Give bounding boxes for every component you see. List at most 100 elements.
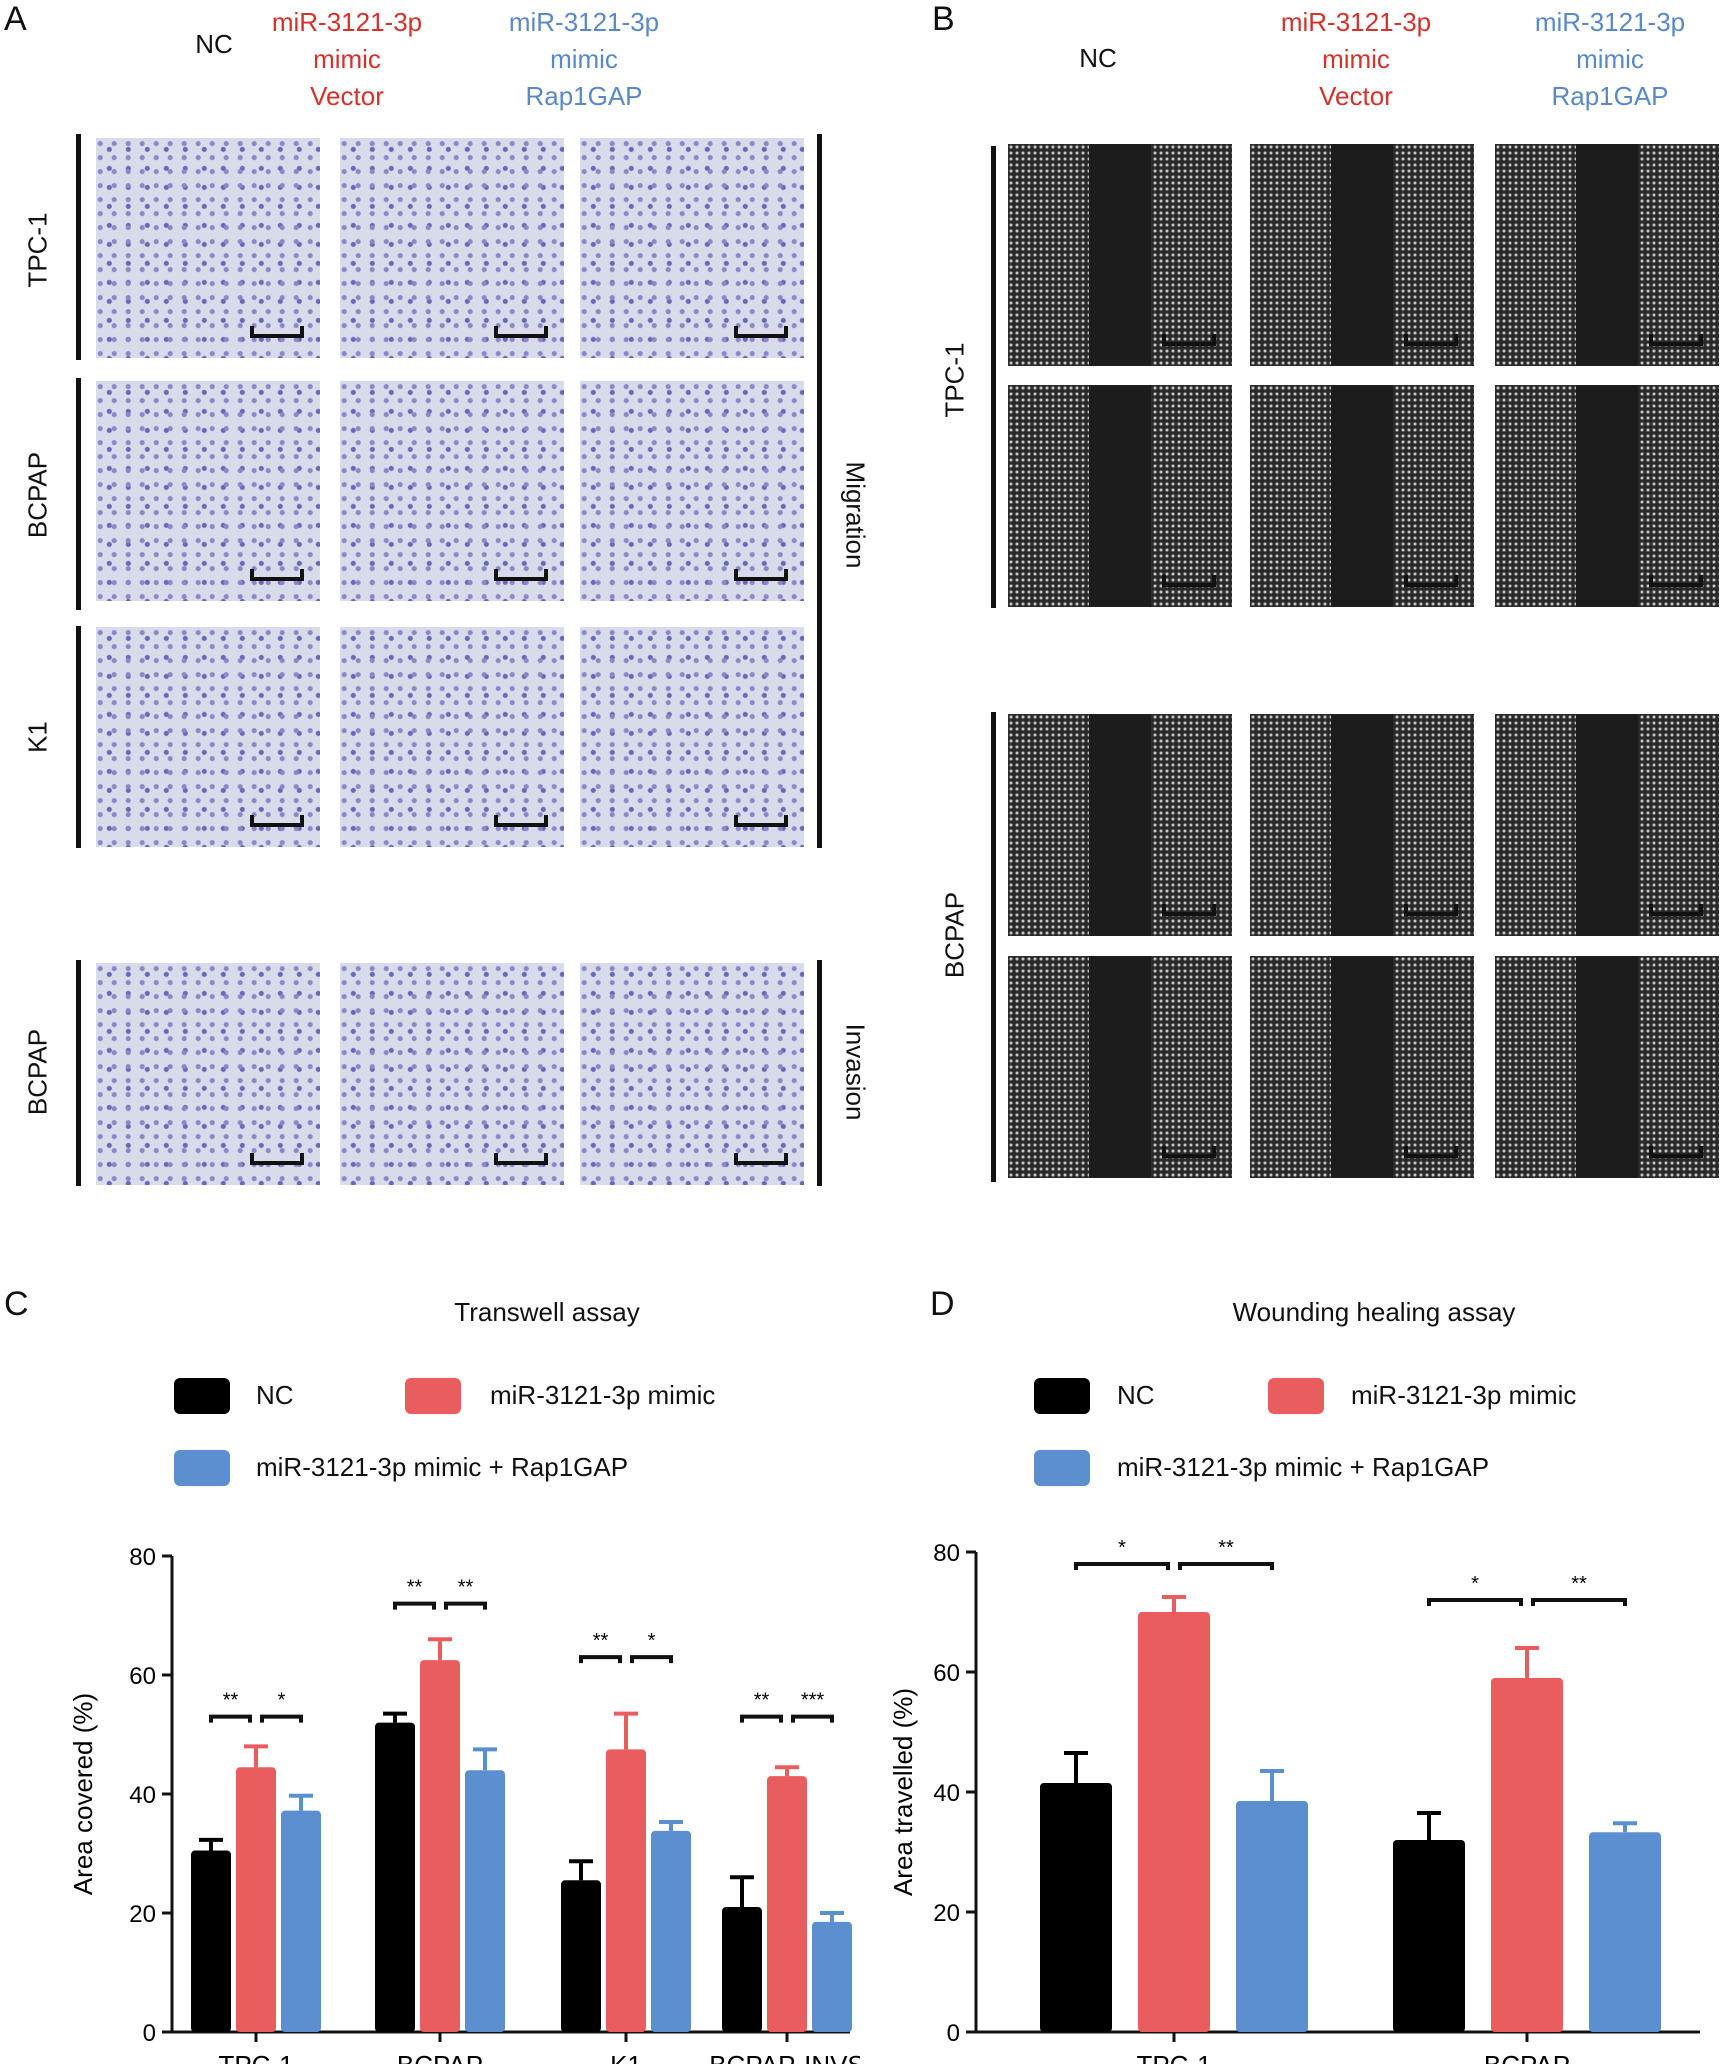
b-header-mimic-rap1gap-l2: mimic xyxy=(1576,44,1644,74)
x-tick-label: TPC-1 xyxy=(1136,2050,1211,2064)
scale-bar xyxy=(734,569,788,581)
significance-bracket xyxy=(444,1601,487,1610)
a-header-mimic-vector: miR-3121-3p mimic Vector xyxy=(217,4,477,115)
d-legend-swatch-mimic xyxy=(1268,1378,1324,1414)
scale-bar xyxy=(734,326,788,338)
bar-0-2 xyxy=(561,1880,601,2032)
c-legend-swatch-rap1gap xyxy=(174,1450,230,1486)
y-tick-label: 60 xyxy=(129,1663,156,1690)
significance-label: * xyxy=(648,1630,656,1652)
panel-c-letter: C xyxy=(4,1285,29,1323)
c-legend-nc: NC xyxy=(256,1380,294,1410)
scale-bar xyxy=(494,1153,548,1165)
y-tick-label: 20 xyxy=(933,1900,960,1927)
bar-1-1 xyxy=(420,1660,460,2032)
y-tick-label: 40 xyxy=(129,1782,156,1809)
significance-label: ** xyxy=(754,1690,770,1712)
a-image-r4-c1 xyxy=(96,963,320,1185)
panel-b-letter: B xyxy=(932,0,955,38)
b-image-r4-c3 xyxy=(1495,956,1719,1178)
bar-0-1 xyxy=(375,1722,415,2032)
scale-bar xyxy=(250,569,304,581)
scale-bar xyxy=(1649,1146,1703,1158)
b-row-label-bcpap: BCPAP xyxy=(939,891,970,979)
significance-label: ** xyxy=(407,1577,423,1599)
b-row-label-tpc1: TPC-1 xyxy=(939,342,970,418)
scale-bar xyxy=(494,569,548,581)
bar-1-0 xyxy=(236,1767,276,2032)
significance-label: *** xyxy=(801,1690,825,1712)
b-header-mimic-vector-l3: Vector xyxy=(1319,81,1393,111)
bar-1-1 xyxy=(1491,1678,1563,2032)
significance-bracket xyxy=(1074,1562,1170,1570)
a-image-r1-c2 xyxy=(340,138,564,358)
c-legend-rap1gap: miR-3121-3p mimic + Rap1GAP xyxy=(256,1452,629,1482)
d-legend-nc: NC xyxy=(1117,1380,1155,1410)
significance-bracket xyxy=(579,1655,622,1664)
a-image-r1-c3 xyxy=(580,138,804,358)
y-axis-label: Area covered (%) xyxy=(68,1693,98,1895)
b-header-nc-text: NC xyxy=(1079,43,1117,73)
a-image-r2-c2 xyxy=(340,381,564,601)
x-tick-label: K1 xyxy=(610,2050,642,2064)
b-header-mimic-rap1gap: miR-3121-3p mimic Rap1GAP xyxy=(1480,4,1720,115)
d-chart-title: Wounding healing assay xyxy=(1232,1297,1516,1327)
b-image-r4-c2 xyxy=(1250,956,1474,1178)
a-row-label-bcpap: BCPAP xyxy=(22,451,53,539)
scale-bar xyxy=(1162,904,1216,916)
a-header-mimic-vector-l1: miR-3121-3p xyxy=(271,7,423,37)
a-header-nc-text: NC xyxy=(195,29,233,59)
significance-bracket xyxy=(393,1601,436,1610)
b-header-mimic-vector: miR-3121-3p mimic Vector xyxy=(1226,4,1486,115)
a-image-r2-c1 xyxy=(96,381,320,601)
significance-bracket xyxy=(791,1714,834,1723)
b-header-mimic-rap1gap-l1: miR-3121-3p xyxy=(1534,7,1686,37)
scale-bar xyxy=(494,815,548,827)
a-row-bar-bcpap xyxy=(76,378,81,610)
b-image-r3-c2 xyxy=(1250,714,1474,936)
a-row-label-tpc1: TPC-1 xyxy=(22,212,53,288)
significance-label: * xyxy=(278,1690,286,1712)
b-image-r1-c3 xyxy=(1495,144,1719,366)
bar-2-3 xyxy=(812,1921,852,2032)
significance-label: * xyxy=(1471,1573,1479,1595)
significance-label: ** xyxy=(458,1577,474,1599)
scale-bar xyxy=(1404,904,1458,916)
x-tick-label: BCPAP-INVS xyxy=(709,2050,860,2064)
significance-label: * xyxy=(1118,1537,1126,1559)
c-legend-mimic: miR-3121-3p mimic xyxy=(490,1380,716,1410)
scale-bar xyxy=(250,326,304,338)
bar-0-0 xyxy=(1040,1783,1112,2032)
significance-bracket xyxy=(1427,1598,1523,1606)
significance-bracket xyxy=(1531,1598,1627,1606)
scale-bar xyxy=(1404,1146,1458,1158)
scale-bar xyxy=(1649,334,1703,346)
significance-bracket xyxy=(209,1714,252,1723)
b-row-bar-bcpap xyxy=(991,712,996,1182)
a-image-r3-c1 xyxy=(96,627,320,847)
significance-label: ** xyxy=(593,1630,609,1652)
a-row-bar-bcpap-invasion xyxy=(76,960,81,1186)
d-legend-swatch-nc xyxy=(1034,1378,1090,1414)
y-tick-label: 0 xyxy=(143,2020,156,2047)
b-image-r1-c2 xyxy=(1250,144,1474,366)
scale-bar xyxy=(494,326,548,338)
b-header-mimic-vector-l1: miR-3121-3p xyxy=(1280,7,1432,37)
x-tick-label: BCPAP xyxy=(397,2050,483,2064)
d-legend-mimic: miR-3121-3p mimic xyxy=(1351,1380,1577,1410)
scale-bar xyxy=(1649,904,1703,916)
b-image-r1-c1 xyxy=(1008,144,1232,366)
a-image-r3-c2 xyxy=(340,627,564,847)
y-tick-label: 60 xyxy=(933,1660,960,1687)
scale-bar xyxy=(1162,334,1216,346)
significance-bracket xyxy=(630,1655,673,1664)
y-tick-label: 20 xyxy=(129,1901,156,1928)
significance-bracket xyxy=(260,1714,303,1723)
y-tick-label: 80 xyxy=(129,1544,156,1571)
d-legend-swatch-rap1gap xyxy=(1034,1450,1090,1486)
significance-bracket xyxy=(1178,1562,1274,1570)
d-legend-rap1gap: miR-3121-3p mimic + Rap1GAP xyxy=(1117,1452,1490,1482)
c-legend-swatch-nc xyxy=(174,1378,230,1414)
